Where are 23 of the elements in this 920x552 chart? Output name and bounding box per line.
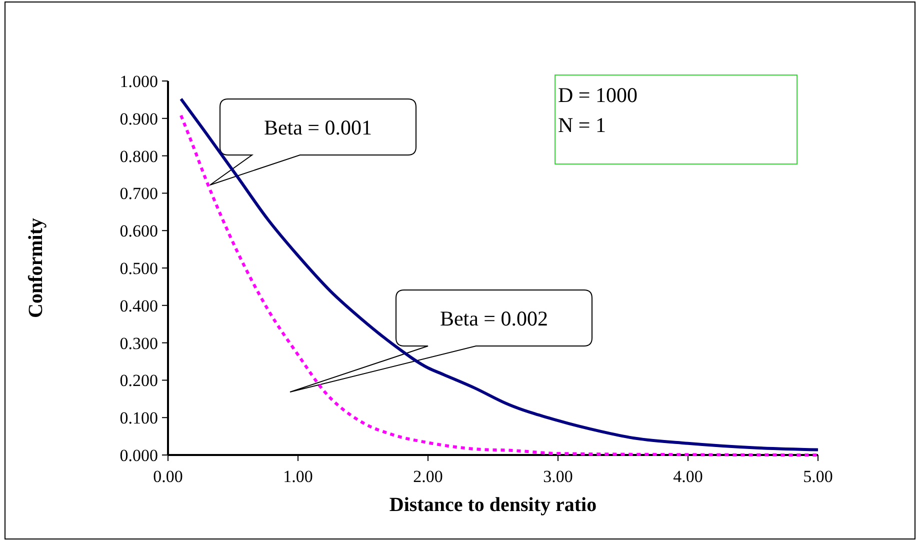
y-tick-label: 0.600 bbox=[120, 222, 158, 241]
y-tick-label: 0.500 bbox=[120, 258, 158, 278]
y-tick-label: 0.900 bbox=[120, 109, 158, 128]
x-tick-label: 2.00 bbox=[413, 467, 443, 486]
y-tick-label: 0.100 bbox=[120, 408, 158, 428]
x-tick-label: 3.00 bbox=[543, 467, 573, 486]
y-tick-label: 0.000 bbox=[120, 446, 158, 465]
x-axis-title: Distance to density ratio bbox=[389, 494, 597, 516]
y-tick-label: 0.800 bbox=[120, 146, 158, 166]
annotation: Beta = 0.001 bbox=[264, 115, 372, 140]
y-tick-label: 0.700 bbox=[120, 184, 158, 204]
y-tick-label: 1.000 bbox=[120, 72, 158, 91]
y-tick-label: 0.200 bbox=[120, 371, 158, 390]
x-tick-label: 1.00 bbox=[283, 467, 313, 486]
x-tick-label: 5.00 bbox=[803, 467, 833, 486]
x-tick-label: 0.00 bbox=[153, 467, 183, 486]
annotation: D = 1000 bbox=[558, 83, 638, 107]
x-tick-label: 4.00 bbox=[673, 467, 703, 486]
annotation: Beta = 0.002 bbox=[440, 306, 548, 330]
y-tick-label: 0.400 bbox=[120, 296, 158, 316]
y-tick-label: 0.300 bbox=[120, 334, 158, 353]
y-axis-title: Conformity bbox=[25, 218, 47, 318]
annotation: N = 1 bbox=[558, 113, 606, 137]
